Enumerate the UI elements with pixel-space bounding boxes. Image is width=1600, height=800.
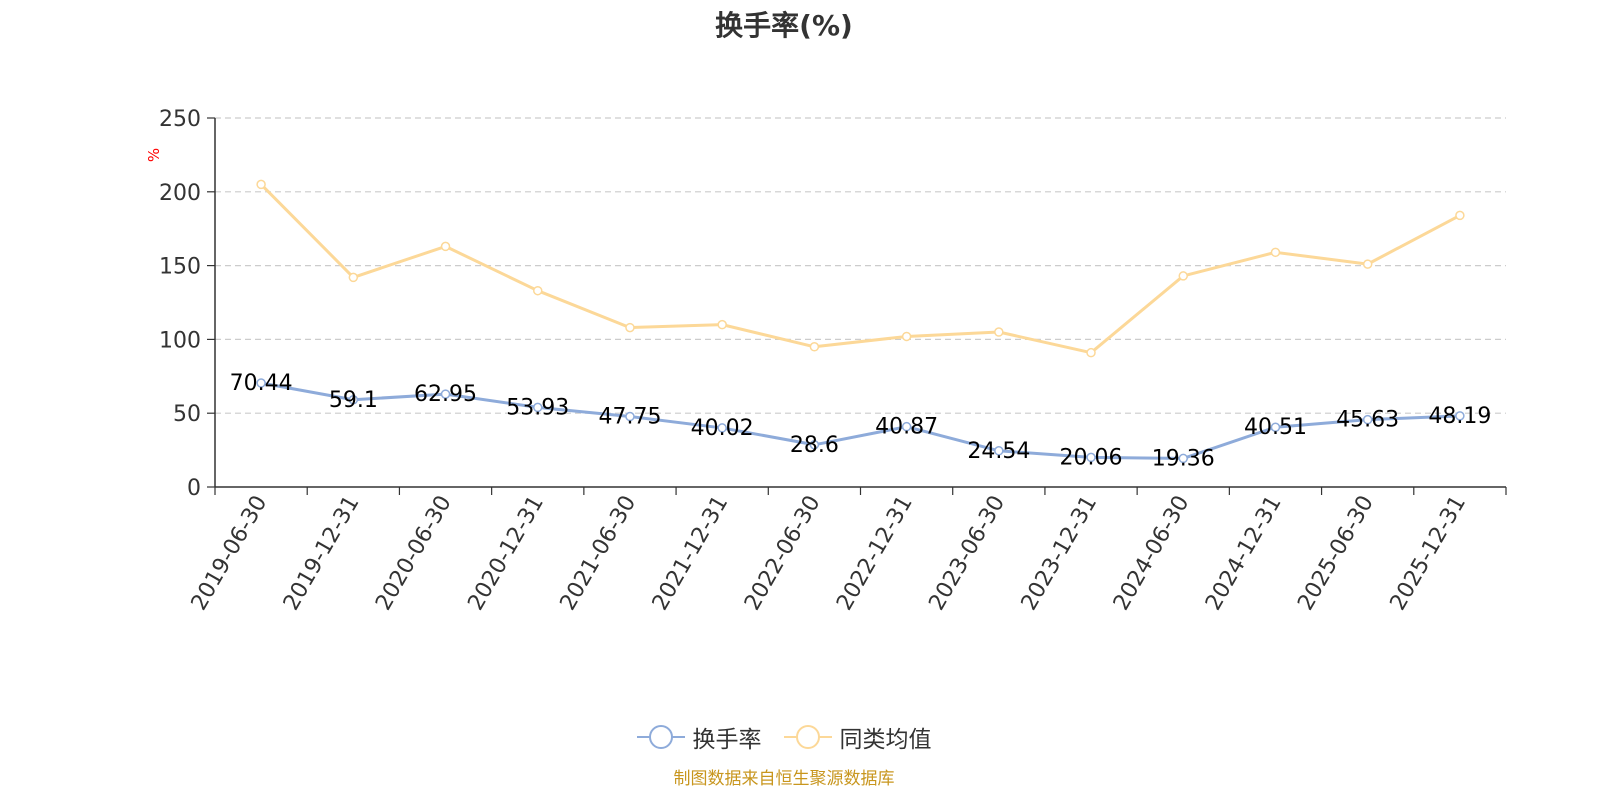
data-point [901,421,912,432]
data-point [901,331,912,342]
y-tick-label: 0 [187,476,201,501]
data-label: 20.06 [1060,445,1123,470]
x-tick-label: 2021-06-30 [556,492,642,615]
data-point [809,342,820,352]
data-point [1086,347,1096,358]
legend-label: 换手率 [692,727,762,753]
data-point [1178,271,1188,281]
x-tick-label: 2023-06-30 [924,492,1010,615]
data-label: 47.75 [598,405,661,430]
data-point [1362,259,1373,269]
data-label: 53.93 [506,395,569,420]
data-point [994,446,1004,456]
y-tick-label: 150 [159,255,201,280]
data-label: 48.19 [1428,404,1491,429]
x-tick-label: 2020-06-30 [371,492,457,615]
data-label: 40.87 [875,415,938,440]
data-label: 45.63 [1336,408,1399,433]
data-label: 28.6 [790,433,839,458]
x-tick-label: 2025-06-30 [1293,492,1379,615]
data-point [625,322,635,333]
data-label: 19.36 [1152,446,1215,471]
x-tick-label: 2020-12-31 [463,492,549,615]
x-tick-label: 2019-06-30 [187,492,273,615]
data-point [625,411,635,422]
data-point [256,179,266,190]
data-point [717,319,727,330]
x-tick-label: 2024-06-30 [1109,492,1195,615]
x-tick-label: 2022-06-30 [740,492,826,615]
legend-marker-icon [783,724,832,750]
chart-legend: 换手率 同类均值 [0,720,1568,754]
data-point [1086,452,1096,463]
y-tick-label: 250 [159,107,201,132]
y-tick-label: 50 [173,402,201,427]
x-tick-label: 2022-12-31 [832,492,918,615]
data-point [994,327,1004,337]
data-label: 40.51 [1244,415,1307,440]
data-label: 59.1 [329,388,378,413]
data-point [533,402,543,413]
x-tick-label: 2021-12-31 [648,492,734,615]
x-tick-label: 2019-12-31 [279,492,365,615]
data-point [1178,453,1188,464]
data-point [440,389,451,399]
x-tick-label: 2025-12-31 [1386,492,1472,615]
data-point [533,285,543,296]
data-label: 62.95 [414,382,477,407]
series-line-同类均值 [260,183,1461,355]
y-tick-label: 200 [159,181,201,206]
data-point [1270,422,1281,432]
data-point [1455,411,1465,421]
series-line-换手率 [260,381,1460,460]
x-tick-label: 2024-12-31 [1201,492,1287,615]
legend-marker-icon [636,724,685,750]
data-point [440,241,451,252]
y-tick-label: 100 [159,328,201,353]
data-point [348,272,359,283]
chart-title: 换手率(%) [715,9,853,42]
legend-item[interactable]: 换手率 [636,720,762,754]
data-point [348,395,359,405]
legend-item[interactable]: 同类均值 [783,720,932,754]
data-label: 70.44 [230,371,293,396]
data-point [256,378,266,388]
data-point [809,440,820,450]
data-point [1270,247,1281,258]
data-label: 40.02 [691,416,754,441]
data-point [717,423,727,433]
data-label: 24.54 [967,439,1030,464]
data-source-note: 制图数据来自恒生聚源数据库 [673,769,895,789]
legend-label: 同类均值 [839,727,932,753]
x-tick-label: 2023-12-31 [1017,492,1103,615]
data-point [1362,414,1373,425]
data-point [1455,210,1465,221]
